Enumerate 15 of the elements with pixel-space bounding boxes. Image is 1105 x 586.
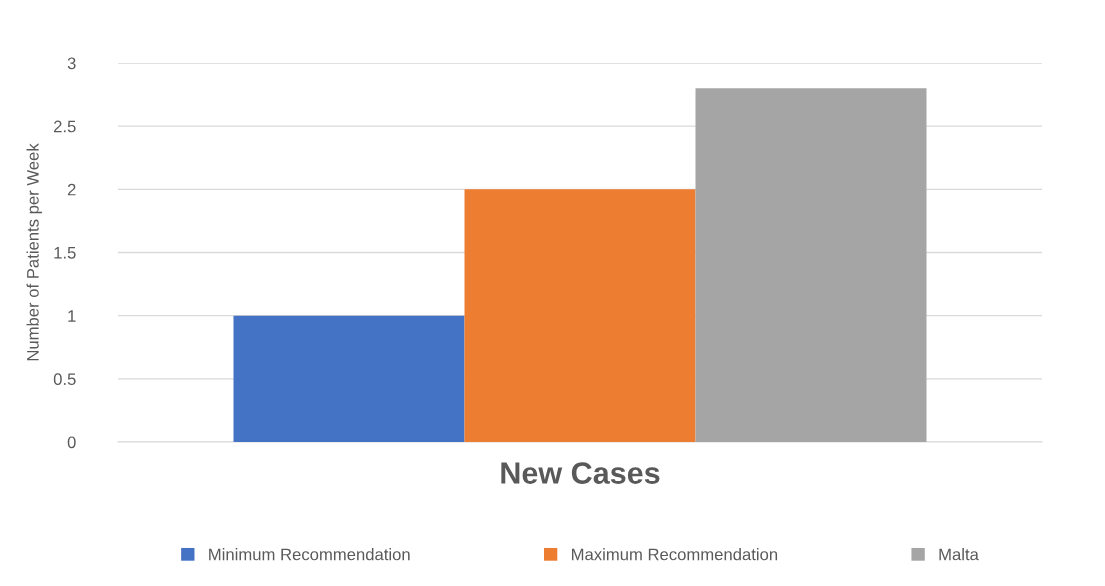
y-tick-label: 1.5 xyxy=(54,247,76,259)
y-tick-label: 2 xyxy=(67,183,76,196)
bar xyxy=(233,315,465,442)
legend-label: Maximum Recommendation xyxy=(572,548,778,561)
y-tick-label: 3 xyxy=(67,57,76,70)
y-tick-label: 2.5 xyxy=(54,120,76,133)
y-tick-label: 0.5 xyxy=(53,373,76,386)
legend-label: Minimum Recommendation xyxy=(209,548,410,561)
x-tick-label: New Cases xyxy=(501,462,660,484)
legend-label: Malta xyxy=(939,548,979,561)
y-tick-label: 0 xyxy=(67,436,76,449)
bar xyxy=(695,88,927,442)
y-tick-label: 1 xyxy=(68,310,76,322)
y-axis-title: Number of Patients per Week xyxy=(26,143,43,361)
bar xyxy=(464,189,696,442)
